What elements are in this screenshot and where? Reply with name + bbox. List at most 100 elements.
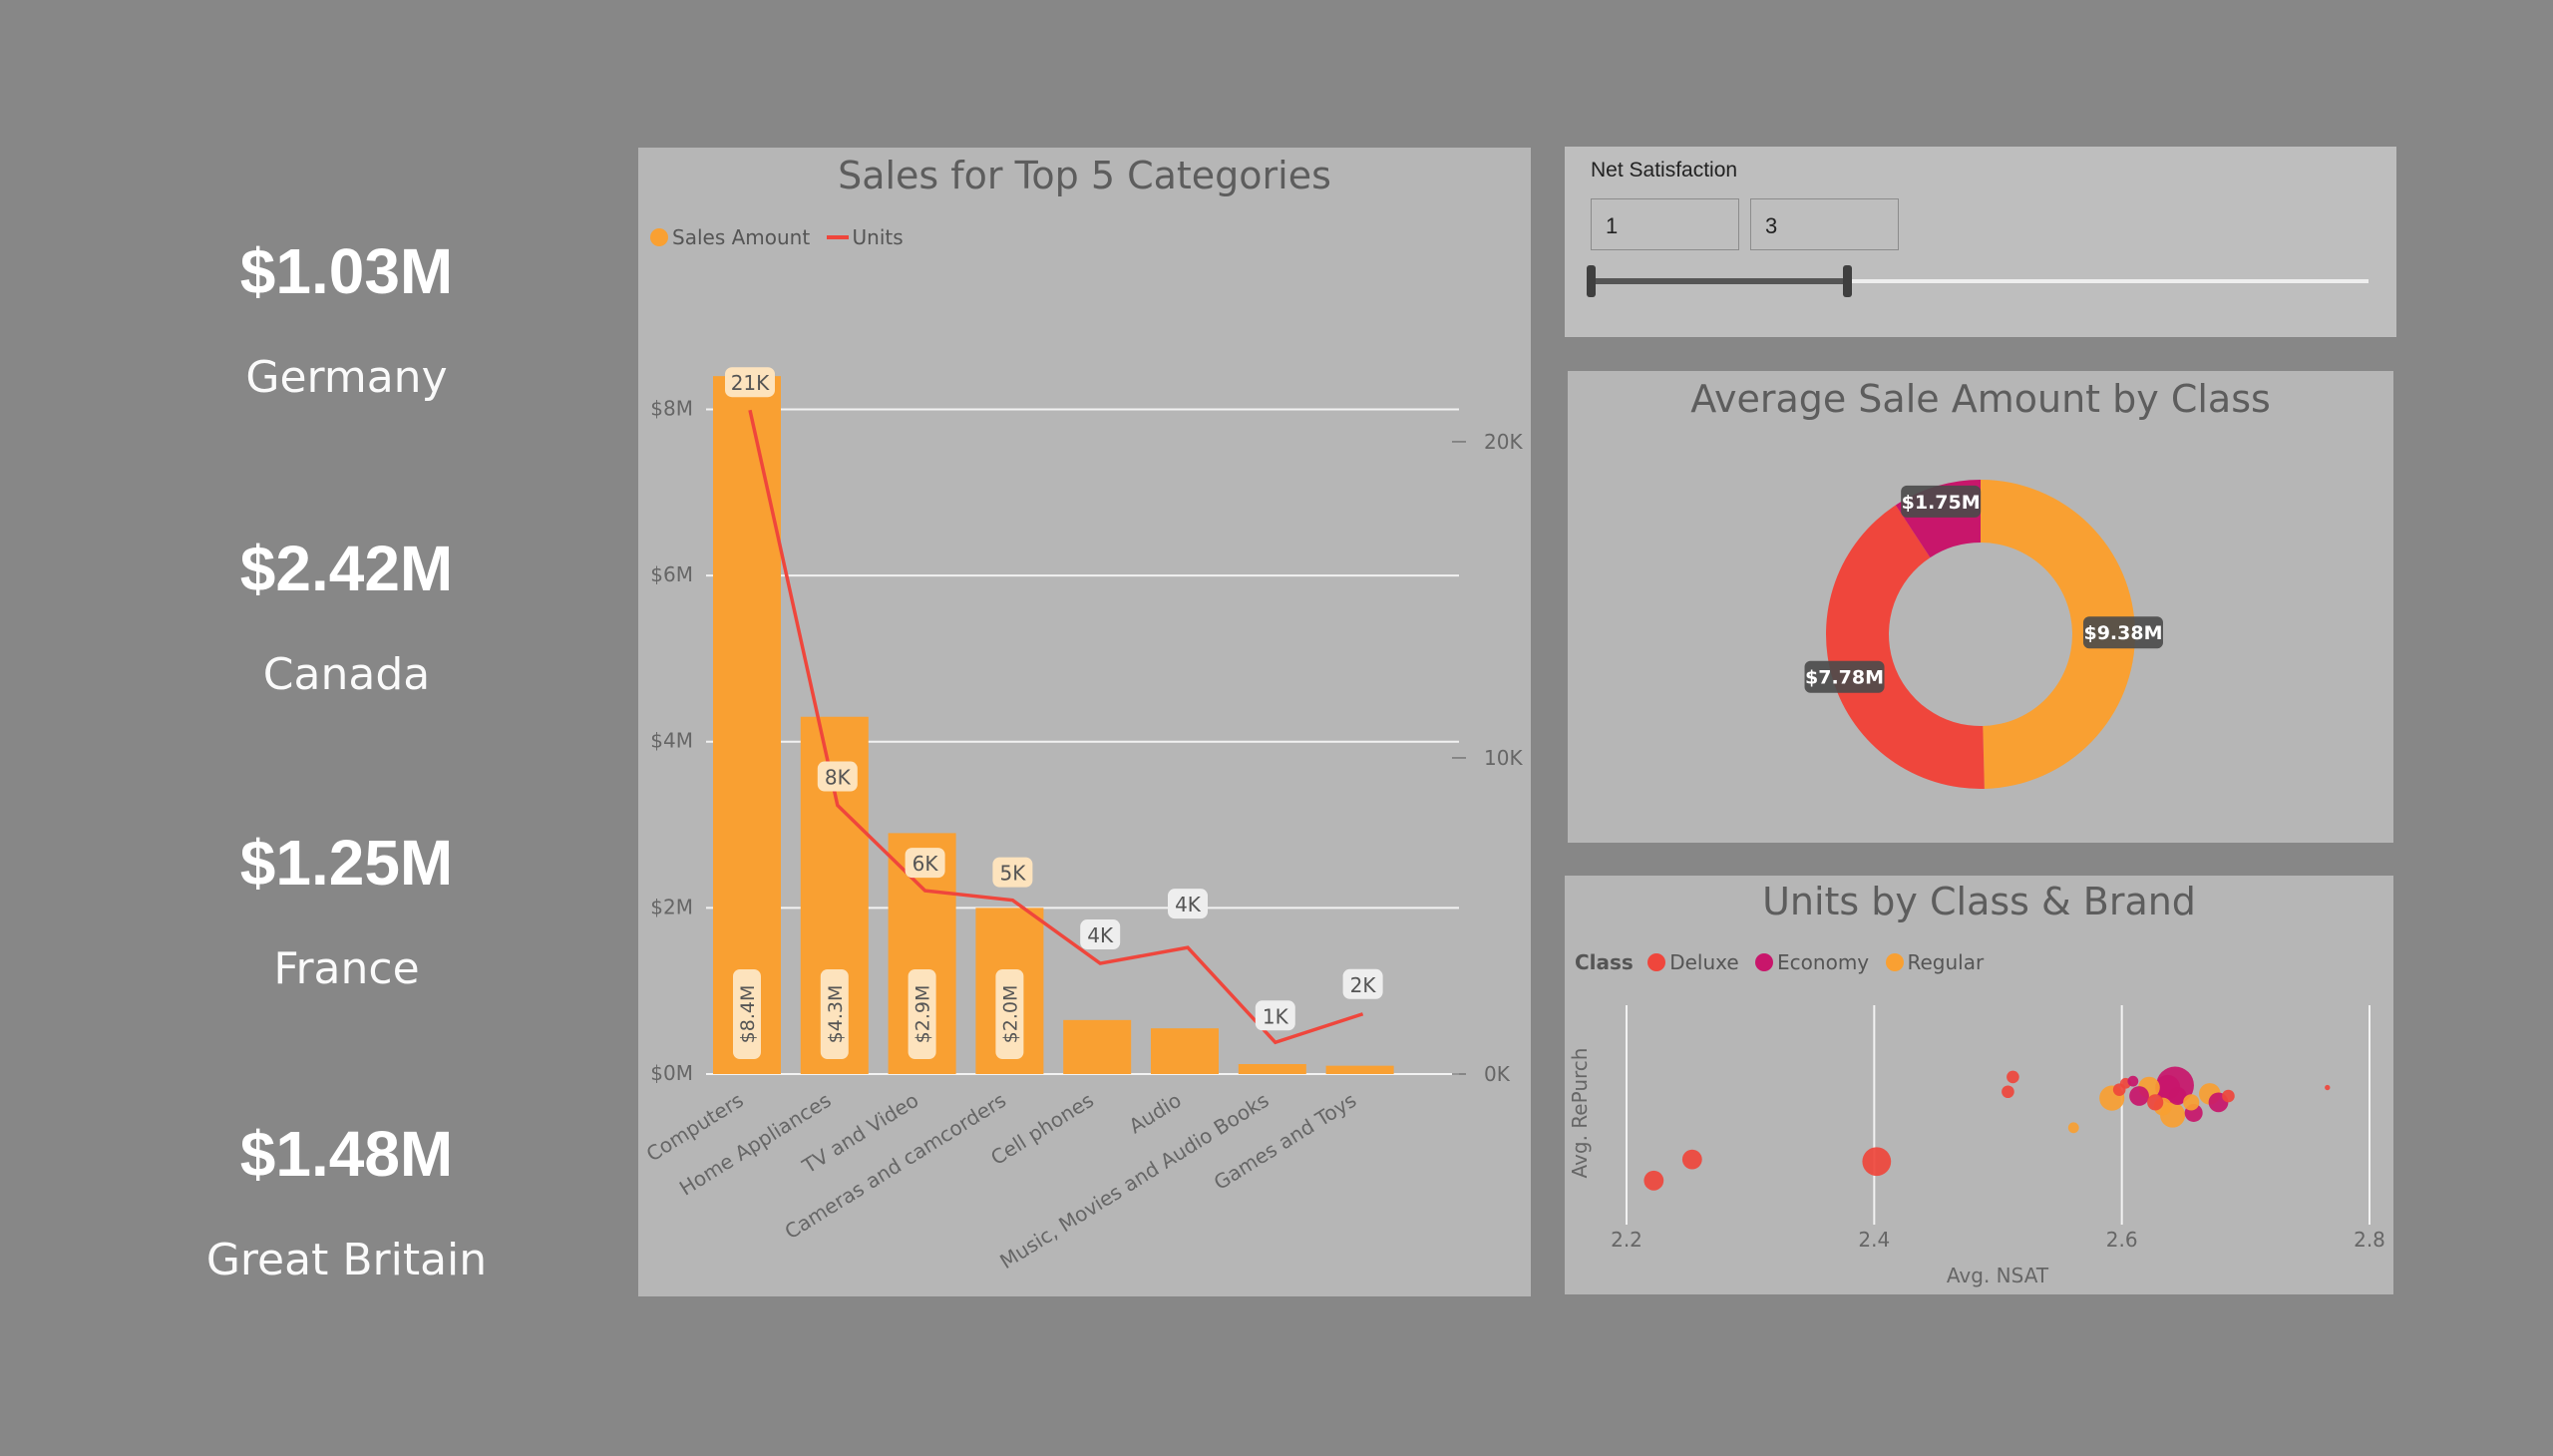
x-tick-label: 2.4 (1858, 1228, 1890, 1252)
line-data-label-bg (1342, 968, 1383, 999)
bar-data-label-bg (908, 969, 936, 1059)
x-tick-label: Home Appliances (675, 1088, 836, 1201)
bar-data-label: $8.4M (737, 985, 759, 1044)
chart-legend[interactable]: Class Deluxe Economy Regular (1575, 950, 1994, 974)
legend-item-sales-amount[interactable]: Sales Amount (650, 225, 810, 249)
line-data-label-bg (1080, 919, 1121, 950)
donut-chart[interactable]: $9.38M $7.78M $1.75M (1568, 371, 2393, 843)
donut-slice[interactable] (1981, 480, 2135, 789)
x-tick-label: 2.6 (2106, 1228, 2138, 1252)
scatter-point[interactable] (2222, 1089, 2235, 1103)
donut-label: $9.38M (2083, 622, 2162, 644)
legend-dot (1647, 953, 1666, 971)
line-data-label: 4K (1087, 923, 1114, 947)
scatter-point[interactable] (2147, 1094, 2164, 1111)
scatter-point[interactable] (2325, 1084, 2331, 1091)
x-tick-label: Audio (1125, 1088, 1186, 1138)
kpi-label: Germany (245, 352, 448, 403)
slider-selected-range (1591, 278, 1848, 284)
y-right-tick-label: 0K (1484, 1062, 1511, 1086)
y-axis-title: Avg. RePurch (1568, 1048, 1592, 1179)
x-axis-title: Avg. NSAT (1947, 1264, 2049, 1287)
kpi-canada: $2.42M Canada (130, 537, 563, 700)
bar-data-label: $4.3M (825, 985, 847, 1044)
slider-track[interactable] (1587, 265, 2369, 297)
scatter-point[interactable] (2127, 1075, 2139, 1087)
y-left-tick-label: $0M (650, 1061, 693, 1085)
slider-min-handle[interactable] (1587, 265, 1596, 297)
kpi-label: France (273, 943, 420, 994)
line-data-label: 21K (731, 371, 770, 395)
slider-max-handle[interactable] (1843, 265, 1853, 297)
bar[interactable] (1063, 1019, 1132, 1074)
x-tick-label: 2.2 (1611, 1228, 1642, 1252)
bar-data-label-bg (995, 969, 1024, 1059)
bar-data-label: $2.0M (999, 985, 1021, 1044)
line-data-label-bg (817, 761, 858, 792)
scatter-point[interactable] (2183, 1094, 2200, 1111)
legend-item-deluxe[interactable]: Deluxe (1647, 950, 1739, 974)
kpi-value: $2.42M (239, 533, 454, 604)
kpi-value: $1.25M (239, 827, 454, 899)
kpi-germany: $1.03M Germany (130, 239, 563, 403)
legend-item-units[interactable]: Units (826, 225, 904, 249)
scatter-point[interactable] (2168, 1087, 2187, 1105)
slicer-max-input[interactable]: 3 (1750, 198, 1899, 250)
legend-dot (650, 228, 668, 246)
y-right-tick-label: 20K (1484, 430, 1523, 454)
kpi-value: $1.03M (239, 235, 454, 307)
legend-line (826, 235, 849, 239)
y-left-tick-label: $2M (650, 895, 693, 918)
scatter-chart-panel[interactable]: Units by Class & Brand Class Deluxe Econ… (1565, 876, 2393, 1294)
y-left-tick-label: $8M (650, 396, 693, 420)
line-data-label: 1K (1263, 1004, 1289, 1028)
line-data-label-bg (1168, 889, 1208, 919)
chart-title: Sales for Top 5 Categories (838, 154, 1331, 197)
donut-label: $7.78M (1805, 667, 1884, 689)
scatter-point[interactable] (2002, 1085, 2014, 1099)
bar[interactable] (1151, 1028, 1219, 1074)
donut-label-bg (1804, 660, 1885, 693)
bar[interactable] (1238, 1064, 1306, 1074)
donut-chart-panel[interactable]: Average Sale Amount by Class $9.38M $7.78… (1568, 371, 2393, 843)
x-tick-label: Games and Toys (1210, 1088, 1360, 1195)
donut-slice[interactable] (1826, 505, 1985, 789)
scatter-point[interactable] (1643, 1170, 1664, 1191)
scatter-point[interactable] (2067, 1122, 2079, 1134)
legend-label: Regular (1907, 950, 1985, 974)
line-data-label: 4K (1175, 893, 1202, 916)
line-data-label-bg (1255, 1000, 1295, 1031)
scatter-chart[interactable]: 2.2 2.4 2.6 2.8 Avg. NSAT Avg. RePurch (1565, 876, 2393, 1294)
y-left-tick-label: $4M (650, 729, 693, 753)
y-right-tick-label: 10K (1484, 746, 1523, 770)
scatter-point[interactable] (2129, 1086, 2149, 1106)
chart-legend[interactable]: Sales Amount Units (650, 225, 913, 249)
legend-label: Economy (1777, 950, 1870, 974)
scatter-point[interactable] (2006, 1070, 2019, 1084)
legend-item-economy[interactable]: Economy (1755, 950, 1869, 974)
bar[interactable] (1325, 1065, 1394, 1074)
x-tick-label: 2.8 (2354, 1228, 2385, 1252)
line-data-label-bg (905, 848, 945, 879)
net-satisfaction-slicer[interactable]: Net Satisfaction 1 3 (1565, 147, 2396, 337)
kpi-great-britain: $1.48M Great Britain (130, 1122, 563, 1285)
legend-item-regular[interactable]: Regular (1885, 950, 1985, 974)
line-data-label: 5K (999, 862, 1026, 886)
legend-dot (1755, 953, 1774, 971)
kpi-value: $1.48M (239, 1118, 454, 1190)
line-data-label: 6K (912, 852, 939, 876)
donut-label: $1.75M (1902, 492, 1981, 514)
combo-chart[interactable]: $8M$6M$4M$2M$0M20K10K0K$8.4MComputers$4.… (638, 148, 1531, 1296)
legend-label: Deluxe (1669, 950, 1739, 974)
legend-title: Class (1575, 950, 1634, 974)
line-data-label: 2K (1350, 973, 1377, 997)
line-data-label: 8K (825, 766, 852, 790)
legend-label: Sales Amount (672, 225, 811, 249)
line-data-label-bg (992, 857, 1033, 888)
kpi-label: Canada (262, 649, 431, 700)
donut-label-bg (1901, 485, 1982, 518)
scatter-point[interactable] (1681, 1149, 1702, 1170)
sales-chart-panel[interactable]: Sales for Top 5 Categories Sales Amount … (638, 148, 1531, 1296)
scatter-point[interactable] (1862, 1147, 1892, 1177)
slicer-min-input[interactable]: 1 (1591, 198, 1739, 250)
